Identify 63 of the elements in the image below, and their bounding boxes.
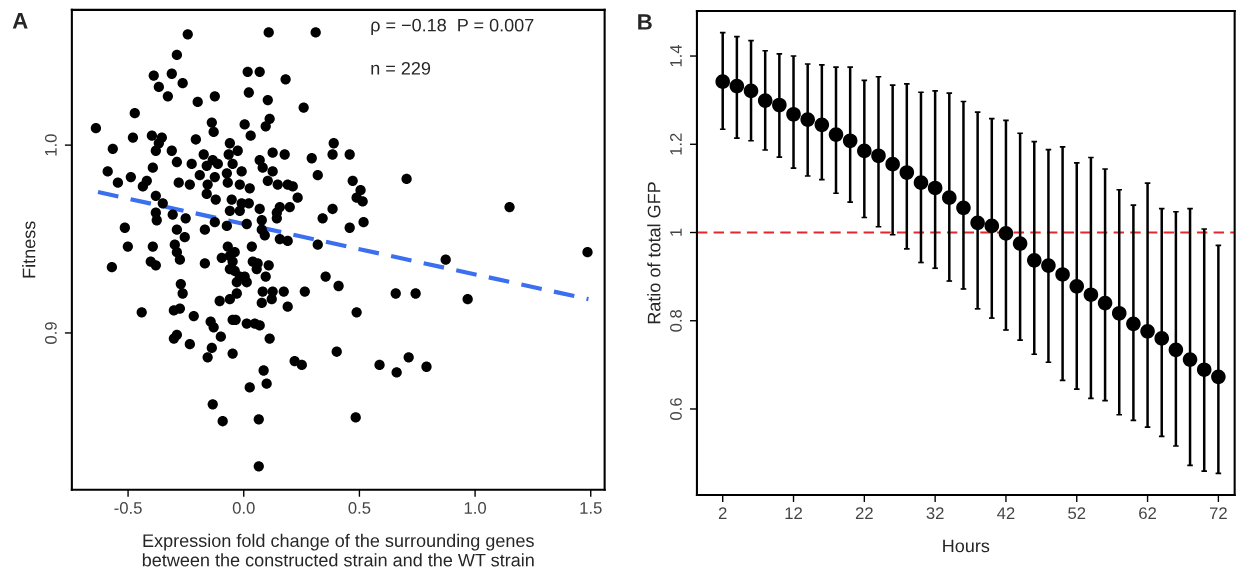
point <box>942 190 957 205</box>
point <box>1168 342 1184 358</box>
point <box>1083 287 1099 302</box>
y-axis-title: Fitness <box>22 221 36 278</box>
x-tick-label: -0.5 <box>114 502 142 514</box>
point <box>800 112 815 127</box>
x-tick-label: 12 <box>785 507 802 519</box>
point <box>857 143 872 159</box>
point <box>871 148 886 164</box>
point <box>1182 352 1198 367</box>
point <box>1097 295 1113 311</box>
point <box>757 93 773 108</box>
point <box>1026 253 1042 268</box>
point <box>828 127 844 142</box>
point <box>842 133 858 149</box>
point <box>772 97 787 113</box>
x-axis-title: Hours <box>943 539 990 553</box>
annotation: ρ = −0.18 P = 0.007 <box>371 18 534 36</box>
point <box>956 200 971 216</box>
x-tick-label: 52 <box>1068 507 1086 520</box>
point <box>1069 279 1085 294</box>
x-tick-label: 32 <box>926 507 944 520</box>
point <box>913 175 929 190</box>
point <box>1055 267 1070 282</box>
point <box>1211 369 1226 385</box>
x-tick-label: 72 <box>1209 507 1227 519</box>
point <box>927 180 943 196</box>
point <box>1111 305 1127 321</box>
x-tick-label: 42 <box>997 507 1015 519</box>
x-tick-label: 1.0 <box>464 502 487 514</box>
chart-title: B <box>638 14 652 30</box>
x-axis-title: Expression fold change of the surrounding genes between the constructed strain and the WT strain <box>142 533 534 567</box>
point <box>984 218 1000 234</box>
point <box>1154 331 1170 346</box>
x-tick-label: 0.0 <box>232 502 255 514</box>
y-axis-title: Ratio of total GFP <box>647 182 661 324</box>
point <box>729 78 745 94</box>
point <box>899 165 915 180</box>
point <box>998 226 1014 241</box>
y-tick-label: 0.6 <box>670 398 682 420</box>
x-tick-label: 22 <box>855 507 873 519</box>
x-tick-label: 2 <box>718 507 727 519</box>
point <box>1140 324 1155 339</box>
y-tick-label: 0.8 <box>670 309 682 332</box>
y-tick-label: 1.4 <box>670 44 682 67</box>
x-tick-label: 0.5 <box>348 502 371 514</box>
point <box>1126 316 1141 332</box>
point <box>1196 362 1212 377</box>
point <box>1012 236 1028 251</box>
x-tick-label: 62 <box>1139 507 1156 520</box>
annotation: n = 229 <box>371 61 431 75</box>
point <box>814 117 830 133</box>
point <box>970 215 985 231</box>
point <box>743 83 759 99</box>
point <box>786 106 801 122</box>
point <box>715 74 730 89</box>
x-tick-label: 1.5 <box>580 502 602 514</box>
y-tick-label: 1.2 <box>670 133 682 155</box>
y-tick-label: 0.9 <box>44 322 57 344</box>
y-tick-label: 1 <box>670 228 682 236</box>
point <box>885 156 900 172</box>
point <box>1041 258 1056 273</box>
chart-title: A <box>12 13 28 29</box>
